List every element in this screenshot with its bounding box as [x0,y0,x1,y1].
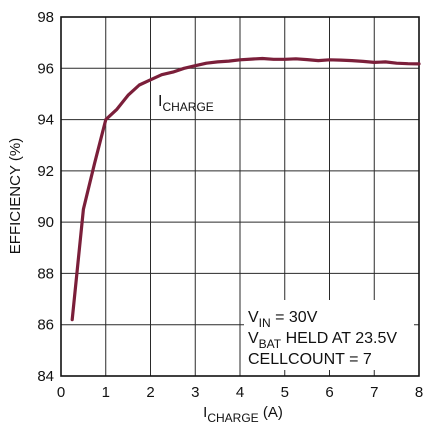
y-axis-label: EFFICIENCY (%) [7,138,24,254]
y-tick-label: 90 [37,214,54,231]
x-tick-label: 1 [102,384,110,401]
y-tick-label: 96 [37,60,54,77]
y-tick-label: 86 [37,317,54,334]
x-tick-label: 3 [191,384,199,401]
series-label-main: I [158,93,162,110]
x-tick-label: 2 [146,384,154,401]
series-group [70,56,421,322]
series-label-sub: CHARGE [162,100,213,114]
y-tick-labels: 84 86 88 90 92 94 96 98 [37,9,54,385]
plot-frame [60,16,420,377]
x-tick-label: 4 [236,384,244,401]
x-tick-label: 6 [325,384,333,401]
y-tick-label: 92 [37,163,54,180]
y-tick-label: 88 [37,265,54,282]
x-tick-label: 5 [281,384,289,401]
series-label: ICHARGE [158,93,214,114]
x-tick-label: 8 [415,384,423,401]
annotation-vbat: VBAT HELD AT 23.5V [248,330,397,351]
y-tick-label: 94 [37,112,54,129]
y-tick-label: 98 [37,9,54,26]
annotation-vin: VIN = 30V [248,309,318,330]
annotation-background [244,300,414,370]
plot-border [60,16,420,377]
x-tick-labels: 0 1 2 3 4 5 6 7 8 [57,384,423,401]
x-tick-label: 0 [57,384,65,401]
y-tick-label: 84 [37,368,54,385]
conditions-annotation: VIN = 30V VBAT HELD AT 23.5V CELLCOUNT =… [244,300,414,370]
x-tick-label: 7 [370,384,378,401]
series-line-0 [70,56,421,322]
x-axis-label: ICHARGE (A) [203,404,283,425]
annotation-cellcount: CELLCOUNT = 7 [248,351,372,368]
